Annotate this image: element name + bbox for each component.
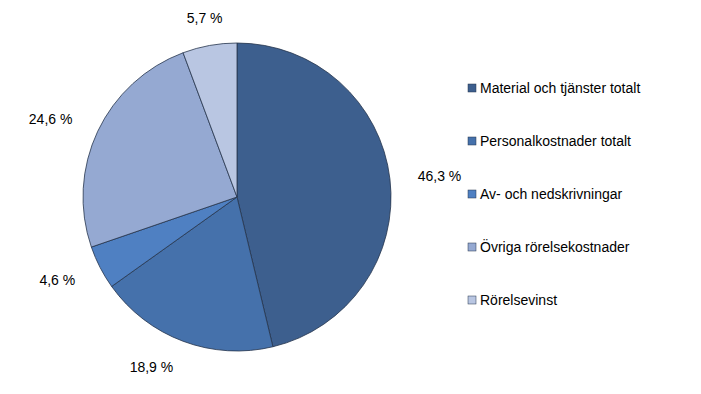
legend-swatch	[468, 190, 476, 198]
data-label: 46,3 %	[418, 168, 462, 184]
legend: Material och tjänster totalt Personalkost…	[468, 80, 640, 308]
legend-label: Övriga rörelsekostnader	[480, 238, 630, 255]
data-label: 4,6 %	[39, 272, 75, 288]
legend-label: Av- och nedskrivningar	[480, 186, 622, 202]
pie-slice	[183, 43, 237, 197]
legend-swatch	[468, 243, 476, 251]
data-label: 5,7 %	[187, 10, 223, 26]
data-label: 24,6 %	[29, 111, 73, 127]
legend-swatch	[468, 137, 476, 145]
legend-label: Rörelsevinst	[480, 292, 557, 308]
chart-svg: 46,3 % 18,9 % 4,6 % 24,6 % 5,7 % Material och…	[0, 0, 701, 394]
legend-label: Personalkostnader totalt	[480, 133, 631, 149]
data-label: 18,9 %	[130, 359, 174, 375]
legend-label: Material och tjänster totalt	[480, 80, 640, 96]
legend-swatch	[468, 296, 476, 304]
legend-swatch	[468, 84, 476, 92]
chart-container: 46,3 % 18,9 % 4,6 % 24,6 % 5,7 % Material och…	[0, 0, 701, 394]
slices	[83, 43, 391, 351]
